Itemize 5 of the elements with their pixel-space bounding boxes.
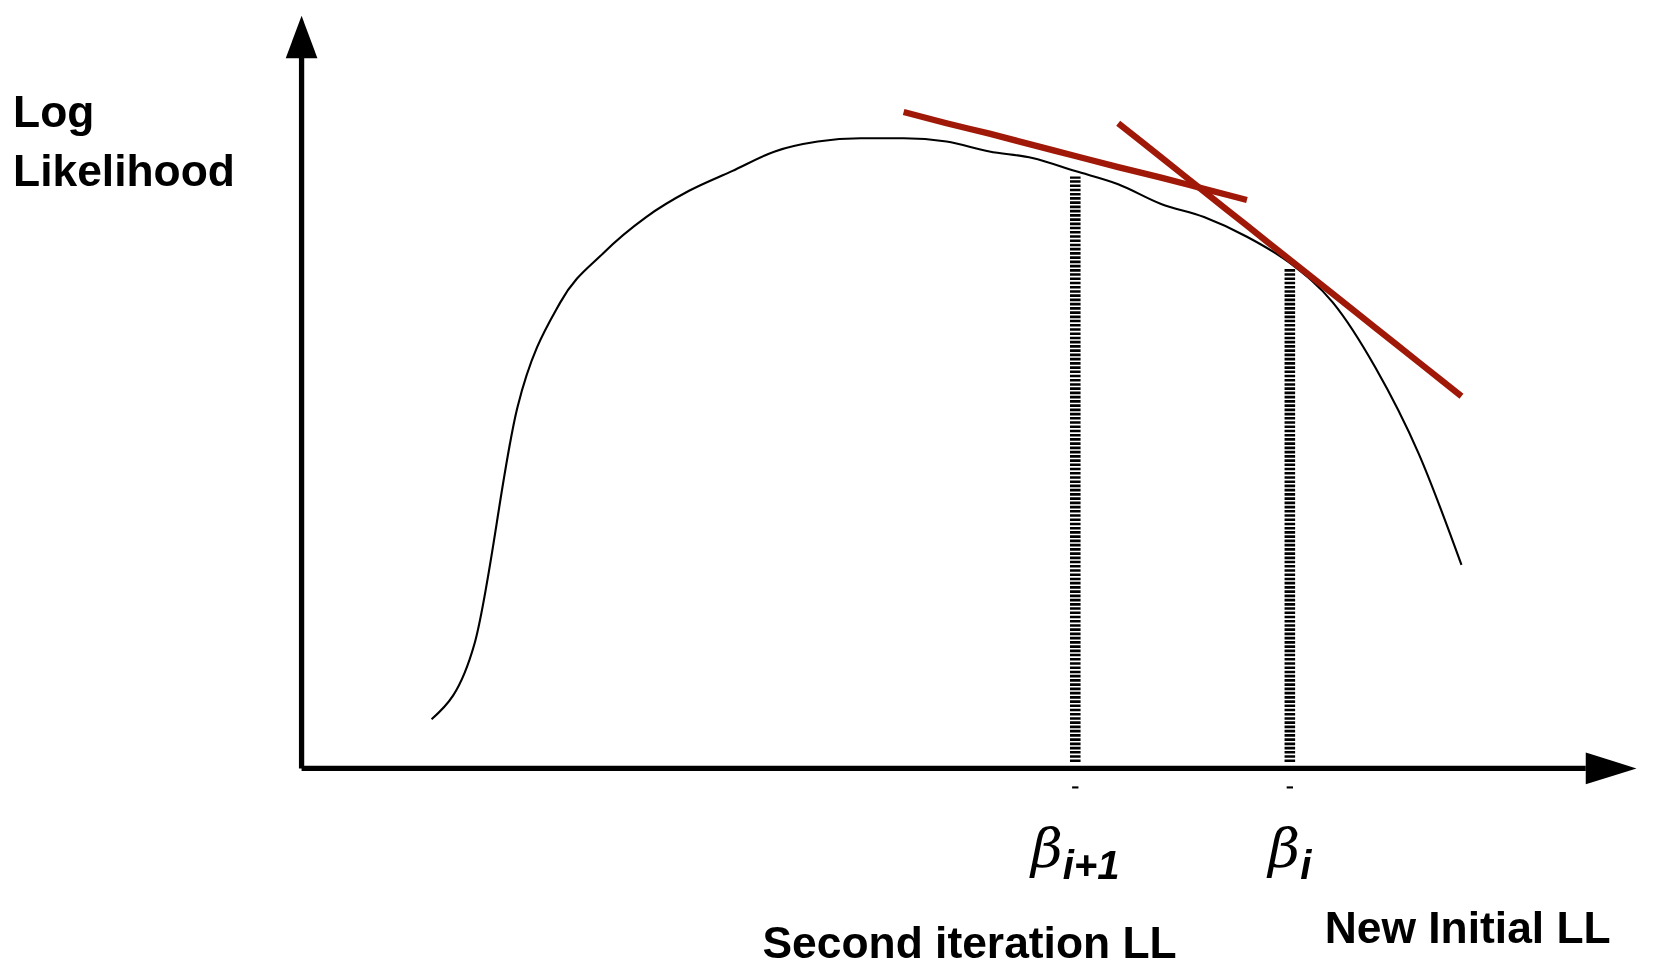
text: Second iteration LL	[762, 917, 1177, 965]
y-axis-title: Log Likelihood	[13, 86, 235, 196]
x-tick-label: β$_{i+1}$	[1028, 815, 1120, 888]
x-tick-label: β$_{i}$	[1266, 815, 1313, 888]
text: New Initial LL	[1324, 902, 1611, 952]
